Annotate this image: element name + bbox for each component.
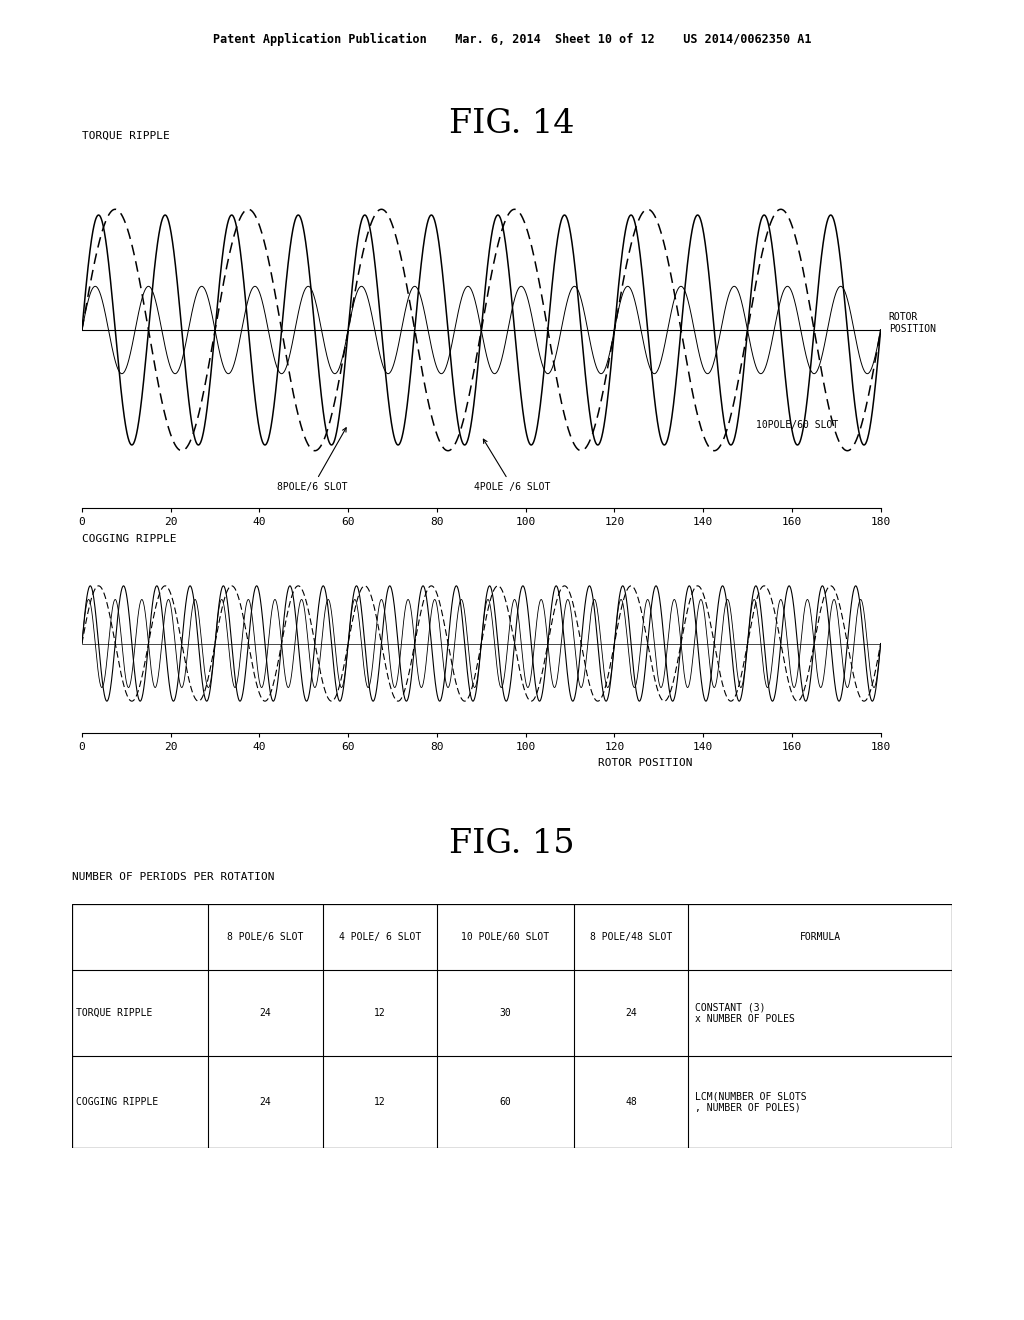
Text: 4 POLE/ 6 SLOT: 4 POLE/ 6 SLOT: [339, 932, 421, 942]
Text: 8 POLE/48 SLOT: 8 POLE/48 SLOT: [590, 932, 672, 942]
Text: 24: 24: [259, 1008, 271, 1018]
Text: COGGING RIPPLE: COGGING RIPPLE: [76, 1097, 159, 1107]
Text: 10POLE/60 SLOT: 10POLE/60 SLOT: [757, 420, 839, 430]
Text: 24: 24: [259, 1097, 271, 1107]
Text: 30: 30: [500, 1008, 511, 1018]
Text: FORMULA: FORMULA: [800, 932, 841, 942]
Text: TORQUE RIPPLE: TORQUE RIPPLE: [82, 131, 170, 141]
Text: TORQUE RIPPLE: TORQUE RIPPLE: [76, 1008, 153, 1018]
Text: 12: 12: [374, 1097, 386, 1107]
Text: 10 POLE/60 SLOT: 10 POLE/60 SLOT: [462, 932, 550, 942]
Text: FIG. 14: FIG. 14: [450, 108, 574, 140]
Text: 8 POLE/6 SLOT: 8 POLE/6 SLOT: [227, 932, 303, 942]
Text: ROTOR
POSITION: ROTOR POSITION: [889, 312, 936, 334]
Text: 48: 48: [625, 1097, 637, 1107]
Text: ROTOR POSITION: ROTOR POSITION: [598, 758, 692, 768]
Text: 12: 12: [374, 1008, 386, 1018]
Text: FIG. 15: FIG. 15: [450, 828, 574, 859]
Text: LCM(NUMBER OF SLOTS
, NUMBER OF POLES): LCM(NUMBER OF SLOTS , NUMBER OF POLES): [695, 1092, 807, 1113]
Text: 8POLE/6 SLOT: 8POLE/6 SLOT: [278, 428, 348, 492]
Text: NUMBER OF PERIODS PER ROTATION: NUMBER OF PERIODS PER ROTATION: [72, 873, 274, 882]
Text: CONSTANT (3)
x NUMBER OF POLES: CONSTANT (3) x NUMBER OF POLES: [695, 1002, 795, 1024]
Text: COGGING RIPPLE: COGGING RIPPLE: [82, 533, 176, 544]
Text: 4POLE /6 SLOT: 4POLE /6 SLOT: [474, 440, 551, 492]
Text: Patent Application Publication    Mar. 6, 2014  Sheet 10 of 12    US 2014/006235: Patent Application Publication Mar. 6, 2…: [213, 33, 811, 46]
Text: 60: 60: [500, 1097, 511, 1107]
Text: 24: 24: [625, 1008, 637, 1018]
